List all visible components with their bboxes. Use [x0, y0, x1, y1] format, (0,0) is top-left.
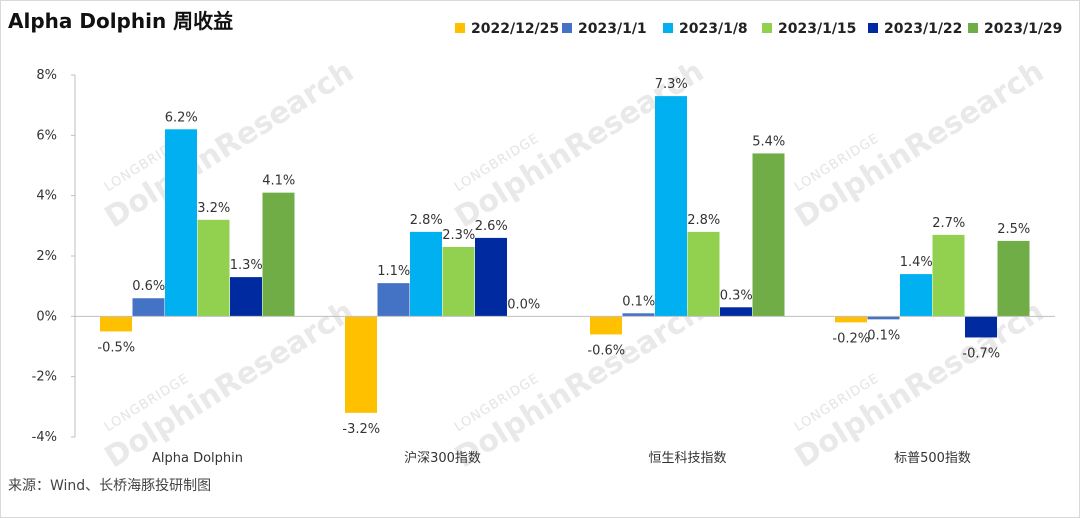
- data-label: 2.8%: [687, 213, 720, 228]
- category-label: 恒生科技指数: [648, 451, 726, 466]
- data-label: -0.2%: [832, 331, 870, 346]
- legend-label: 2023/1/15: [778, 21, 856, 37]
- bar: [687, 231, 720, 317]
- y-tick-label: 6%: [36, 128, 57, 143]
- data-label: 6.2%: [165, 110, 198, 125]
- data-label: -0.7%: [962, 346, 1000, 361]
- data-label: 2.8%: [410, 213, 443, 228]
- y-tick-label: 0%: [36, 309, 57, 324]
- bar: [720, 307, 752, 317]
- legend-label: 2023/1/29: [984, 21, 1062, 37]
- bar: [197, 219, 230, 317]
- legend-label: 2022/12/25: [471, 21, 559, 37]
- bar: [262, 192, 295, 317]
- bar: [345, 316, 377, 413]
- bar: [622, 313, 655, 317]
- category-label: 标普500指数: [894, 451, 971, 466]
- bar: [230, 277, 262, 317]
- data-label: 2.6%: [475, 219, 508, 234]
- y-tick-label: 4%: [36, 189, 57, 204]
- bar: [410, 231, 442, 317]
- bar: [932, 234, 965, 317]
- data-label: 7.3%: [655, 77, 688, 92]
- category-label: Alpha Dolphin: [152, 451, 243, 466]
- bar: [132, 298, 165, 317]
- legend: 2022/12/25 2023/1/1 2023/1/8 2023/1/15 2023/…: [455, 21, 1062, 37]
- data-label: 0.1%: [622, 294, 655, 309]
- data-label: 1.1%: [377, 264, 410, 279]
- category-labels: Alpha Dolphin 沪深300指数 恒生科技指数 标普500指数: [152, 450, 971, 466]
- data-label: 1.3%: [230, 258, 263, 273]
- data-label: -3.2%: [342, 422, 380, 437]
- legend-label: 2023/1/22: [884, 21, 962, 37]
- chart-title: Alpha Dolphin 周收益: [8, 9, 233, 33]
- bar: [835, 316, 867, 323]
- data-label: 0.0%: [507, 297, 540, 312]
- y-tick-label: -2%: [32, 370, 57, 385]
- category-label: 沪深300指数: [404, 450, 481, 466]
- bar: [475, 237, 507, 317]
- bar: [165, 129, 197, 317]
- data-label: 2.7%: [932, 216, 965, 231]
- legend-swatch: [562, 23, 572, 33]
- legend-swatch: [968, 23, 978, 33]
- y-tick-label: -4%: [32, 430, 57, 445]
- data-label: -0.6%: [587, 343, 625, 358]
- legend-swatch: [663, 23, 673, 33]
- data-label: 2.3%: [442, 228, 475, 243]
- data-label: 3.2%: [197, 201, 230, 216]
- legend-swatch: [762, 23, 772, 33]
- bar: [965, 316, 997, 338]
- data-label: 5.4%: [752, 134, 785, 149]
- legend-swatch: [868, 23, 878, 33]
- data-label: 0.3%: [720, 288, 753, 303]
- bar: [752, 153, 785, 317]
- bars: -0.5%0.6%6.2%3.2%1.3%4.1%-3.2%1.1%2.8%2.…: [97, 77, 1030, 437]
- data-label: -0.5%: [97, 340, 135, 355]
- bar: [442, 246, 475, 317]
- source-note: 来源：Wind、长桥海豚投研制图: [8, 478, 211, 494]
- y-tick-label: 2%: [36, 249, 57, 264]
- bar: [867, 316, 900, 320]
- data-label: 1.4%: [900, 255, 933, 270]
- data-label: 2.5%: [997, 222, 1030, 237]
- data-label: 0.6%: [132, 279, 165, 294]
- bar: [655, 96, 687, 317]
- y-axis-ticks: 8% 6% 4% 2% 0% -2% -4%: [32, 68, 75, 445]
- legend-label: 2023/1/1: [578, 21, 647, 37]
- bar: [997, 240, 1030, 317]
- legend-swatch: [455, 23, 465, 33]
- legend-label: 2023/1/8: [679, 21, 748, 37]
- bar: [100, 316, 132, 332]
- data-label: 0.1%: [867, 328, 900, 343]
- bar: [377, 283, 410, 317]
- y-tick-label: 8%: [36, 68, 57, 83]
- bar: [900, 274, 932, 317]
- bar: [590, 316, 622, 335]
- data-label: 4.1%: [262, 174, 295, 189]
